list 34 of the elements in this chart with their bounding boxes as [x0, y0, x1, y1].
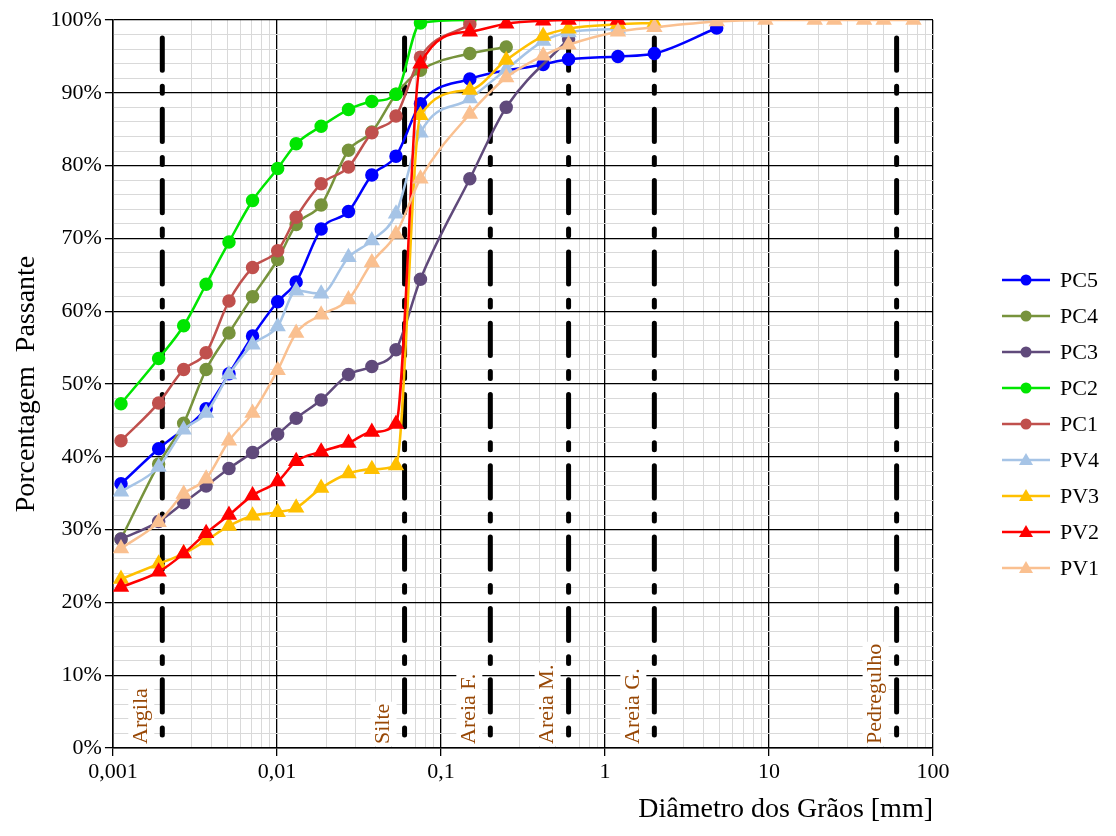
legend-label: PC2 [1060, 375, 1098, 401]
legend-label: PC1 [1060, 411, 1098, 437]
x-axis-title: Diâmetro dos Grãos [mm] [638, 791, 933, 823]
y-axis-title: Porcentagem Passante [9, 255, 41, 513]
legend-label: PV3 [1060, 483, 1100, 509]
legend-label: PC5 [1060, 267, 1098, 293]
x-tick-label: 1 [599, 757, 611, 783]
x-tick-label: 10 [757, 757, 780, 783]
x-tick-label: 0,01 [257, 757, 297, 783]
x-tick-label: 100 [916, 757, 950, 783]
y-tick-label: 20% [61, 588, 102, 614]
y-tick-label: 30% [61, 515, 102, 541]
x-tick-label: 0,1 [427, 757, 455, 783]
y-tick-label: 10% [61, 660, 102, 686]
legend-label: PV1 [1060, 555, 1100, 581]
y-tick-label: 70% [61, 224, 102, 250]
legend-label: PC4 [1060, 303, 1098, 329]
ref-line-label: Areia G. [619, 668, 645, 744]
ref-line-label: Areia F. [455, 673, 481, 744]
y-tick-label: 60% [61, 296, 102, 322]
y-tick-label: 100% [50, 5, 102, 31]
x-tick-label: 0,001 [88, 757, 138, 783]
y-tick-label: 50% [61, 369, 102, 395]
legend-label: PV2 [1060, 519, 1100, 545]
ref-line-label: Areia M. [533, 664, 559, 744]
ref-line-label: Silte [369, 703, 395, 744]
legend-label: PV4 [1060, 447, 1100, 473]
ref-line-label: Pedregulho [861, 643, 887, 744]
y-tick-label: 90% [61, 78, 102, 104]
y-tick-label: 40% [61, 442, 102, 468]
legend-label: PC3 [1060, 339, 1098, 365]
y-tick-label: 80% [61, 151, 102, 177]
ref-line-label: Argila [127, 687, 153, 744]
y-tick-label: 0% [72, 733, 102, 759]
